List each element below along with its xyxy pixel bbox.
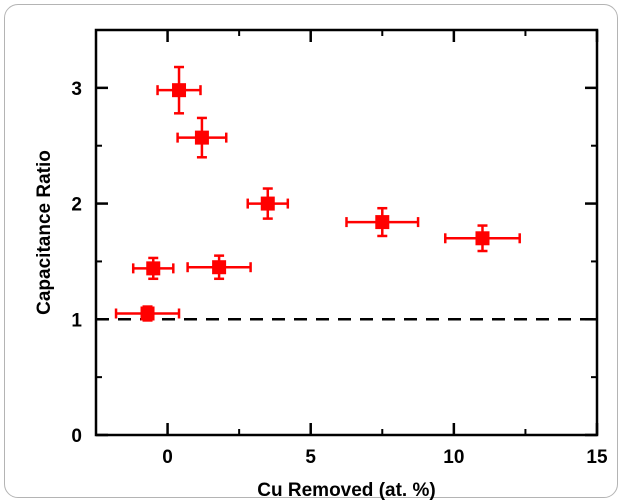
data-point xyxy=(444,224,521,253)
data-point xyxy=(246,187,290,220)
x-tick-label: 5 xyxy=(305,447,316,468)
y-tick-label: 3 xyxy=(71,79,82,100)
y-tick-label: 0 xyxy=(71,426,82,447)
x-tick-label: 15 xyxy=(586,447,608,468)
data-point xyxy=(114,305,181,322)
square-marker xyxy=(475,231,490,246)
x-axis-label: Cu Removed (at. %) xyxy=(257,480,435,501)
y-tick-label: 2 xyxy=(71,195,82,216)
square-marker xyxy=(375,215,390,230)
data-point xyxy=(156,65,202,115)
x-tick-label: 0 xyxy=(162,447,173,468)
axes: 0 5 10 15 0 1 2 3 xyxy=(71,28,608,468)
square-marker xyxy=(140,306,155,321)
data-point xyxy=(186,254,252,281)
plot-border xyxy=(94,28,599,437)
square-marker xyxy=(146,261,161,276)
data-point xyxy=(131,256,175,281)
y-tick-label: 1 xyxy=(71,310,82,331)
x-tick-label: 10 xyxy=(443,447,464,468)
square-marker xyxy=(212,260,227,275)
square-marker xyxy=(172,83,187,98)
data-point xyxy=(176,116,228,159)
square-marker xyxy=(260,196,275,211)
square-marker xyxy=(194,130,209,145)
data-point xyxy=(345,206,420,238)
y-axis-label: Capacitance Ratio xyxy=(34,150,55,315)
chart-frame xyxy=(4,4,618,498)
data-points xyxy=(114,65,521,322)
